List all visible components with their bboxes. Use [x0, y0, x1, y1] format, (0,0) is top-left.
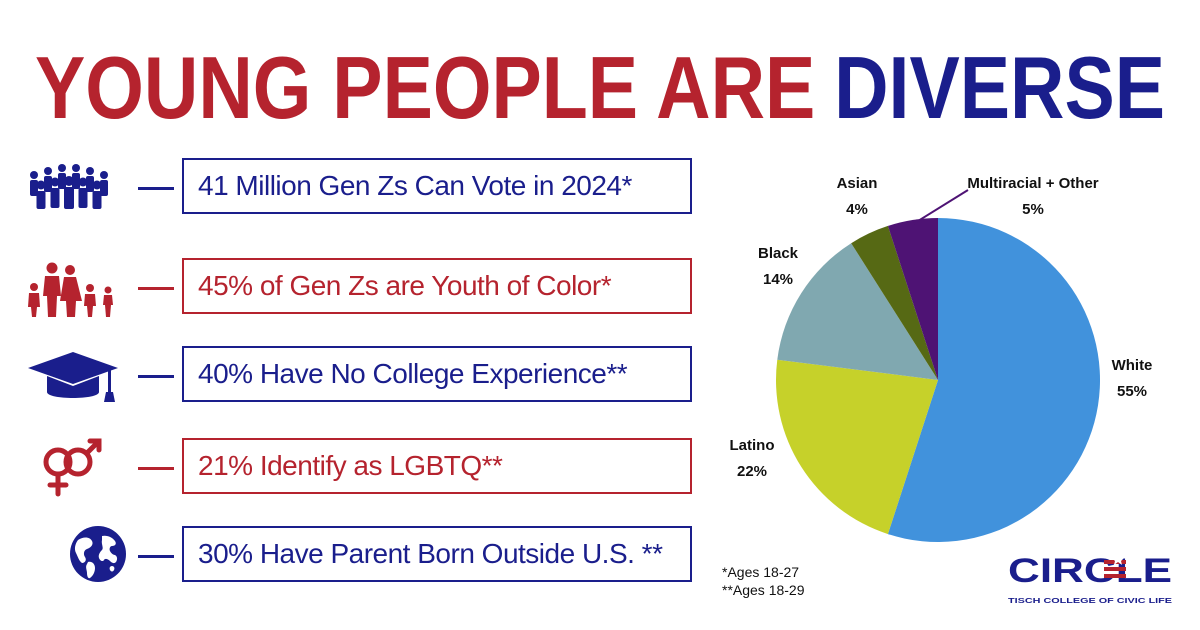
- logo-tagline: TISCH COLLEGE OF CIVIC LIFE: [1008, 598, 1173, 605]
- stat-row-college: 40% Have No College Experience**: [20, 346, 700, 406]
- stat-row-voters: 41 Million Gen Zs Can Vote in 2024*: [20, 158, 700, 218]
- headline-text: YOUNG PEOPLE AREDIVERSE: [35, 38, 1165, 137]
- stat-row-youth-of-color: 45% of Gen Zs are Youth of Color*: [20, 258, 700, 318]
- pie-label: White 55%: [1112, 357, 1153, 400]
- flag-icon: [1104, 554, 1126, 578]
- connector-line: [138, 287, 174, 290]
- connector-line: [138, 555, 174, 558]
- stat-text: 41 Million Gen Zs Can Vote in 2024*: [198, 170, 632, 201]
- leader-line: [912, 189, 969, 225]
- stat-text: 21% Identify as LGBTQ**: [198, 450, 503, 481]
- crowd-icon: [30, 164, 108, 209]
- stat-box: 30% Have Parent Born Outside U.S. **: [182, 526, 692, 582]
- circle-logo: CIRCLE TISCH COLLEGE OF CIVIC LIFE: [1008, 552, 1173, 605]
- graduation-cap-icon: [28, 352, 118, 402]
- pie-slice-white: [887, 218, 1101, 542]
- pie-label: Black 14%: [758, 245, 799, 288]
- stat-box: 45% of Gen Zs are Youth of Color*: [182, 258, 692, 314]
- stat-row-immigrant-parent: 30% Have Parent Born Outside U.S. **: [20, 526, 700, 586]
- stat-box: 21% Identify as LGBTQ**: [182, 438, 692, 494]
- pie-label: Latino 22%: [730, 437, 775, 480]
- pie-slice-latino: [776, 359, 938, 535]
- family-icon: [28, 262, 113, 317]
- pie-slice-asian: [851, 225, 938, 380]
- footnote-ages-18-29: **Ages 18-29: [722, 582, 805, 598]
- headline-part2: DIVERSE: [834, 38, 1165, 137]
- connector-line: [138, 375, 174, 378]
- connector-line: [138, 187, 174, 190]
- logo-wordmark: CIRCLE: [1008, 552, 1172, 590]
- gender-symbols-icon: [43, 438, 102, 497]
- pie-slice-black: [777, 243, 938, 380]
- stat-text: 30% Have Parent Born Outside U.S. **: [198, 538, 663, 569]
- stat-row-lgbtq: 21% Identify as LGBTQ**: [20, 438, 700, 498]
- stat-text: 45% of Gen Zs are Youth of Color*: [198, 270, 612, 301]
- footnote-ages-18-27: *Ages 18-27: [722, 564, 800, 580]
- pie-slice-multiracial-other: [887, 218, 938, 380]
- stat-box: 40% Have No College Experience**: [182, 346, 692, 402]
- connector-line: [138, 467, 174, 470]
- pie-chart: White 55% Latino 22% Black 14% Asian 4% Multirac…: [730, 175, 1153, 542]
- headline-part1: YOUNG PEOPLE ARE: [35, 38, 815, 137]
- pie-label: Asian 4%: [837, 175, 878, 218]
- pie-label: Multiracial + Other 5%: [967, 175, 1098, 218]
- headline: YOUNG PEOPLE AREDIVERSE: [35, 38, 1165, 137]
- stat-box: 41 Million Gen Zs Can Vote in 2024*: [182, 158, 692, 214]
- globe-icon: [70, 526, 126, 582]
- stat-text: 40% Have No College Experience**: [198, 358, 628, 389]
